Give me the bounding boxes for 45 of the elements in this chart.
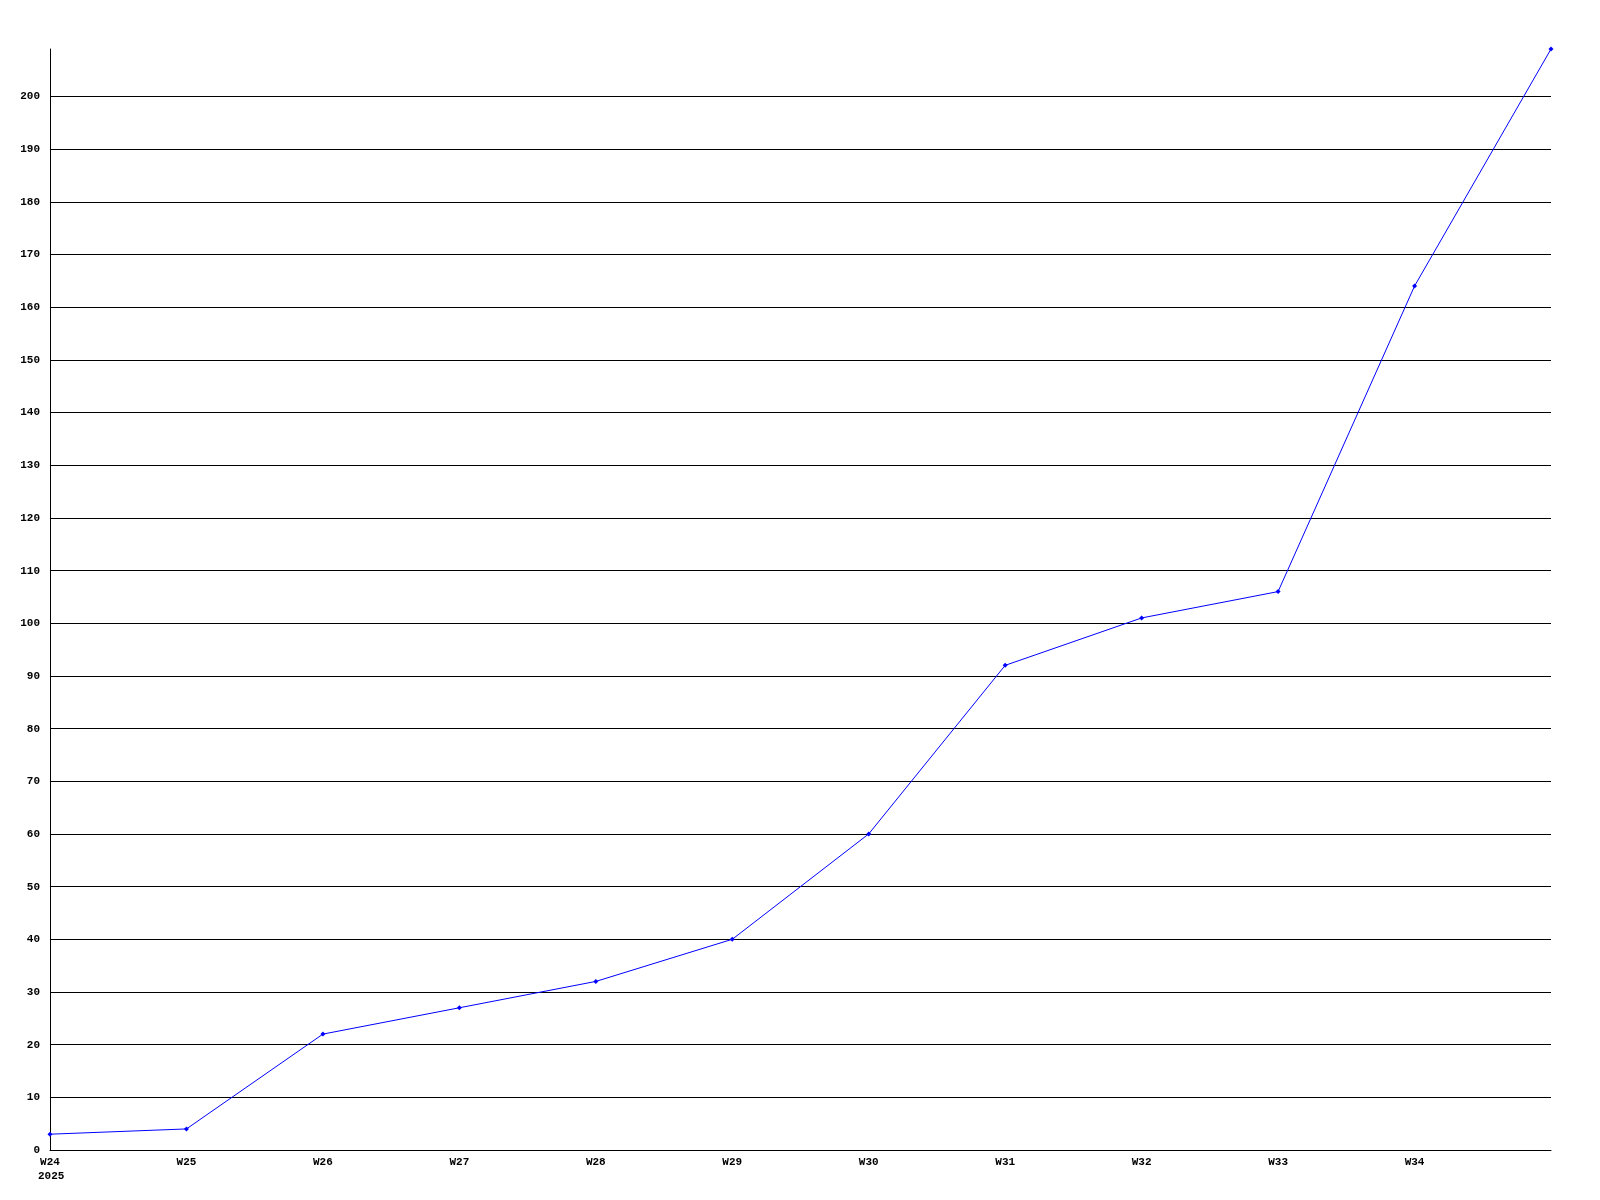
point [1275, 589, 1281, 595]
point [456, 1005, 462, 1011]
x-tick-label: W34 [1404, 1155, 1425, 1168]
point [1412, 283, 1418, 289]
x-tick-label: W24 [40, 1155, 61, 1168]
y-tick-label: 160 [20, 301, 40, 314]
y-tick-label: 60 [26, 827, 40, 840]
x-tick-label: W25 [176, 1155, 197, 1168]
x-tick-label: W31 [995, 1155, 1016, 1168]
x-tick-label: W30 [858, 1155, 879, 1168]
x-tick-label: W33 [1268, 1155, 1289, 1168]
y-tick-label: 140 [20, 406, 40, 419]
x-tick-label: W29 [722, 1155, 743, 1168]
point [866, 831, 872, 837]
point [593, 978, 599, 984]
y-tick-label: 90 [26, 669, 40, 682]
point [47, 1131, 53, 1137]
y-tick-label: 10 [26, 1091, 40, 1104]
point [729, 936, 735, 942]
y-tick-label: 180 [20, 195, 40, 208]
point [1139, 615, 1145, 621]
x-tick-label: W27 [449, 1155, 470, 1168]
y-tick-label: 0 [33, 1144, 40, 1156]
y-tick-label: 80 [26, 722, 40, 735]
y-tick-label: 50 [26, 880, 40, 893]
y-tick-label: 130 [20, 459, 40, 472]
y-tick-label: 30 [26, 985, 40, 998]
y-tick-label: 200 [20, 90, 40, 103]
y-tick-label: 20 [26, 1038, 40, 1051]
y-tick-label: 170 [20, 248, 40, 261]
text: 2025 [38, 1169, 65, 1182]
y-tick-label: 100 [20, 617, 40, 630]
y-tick-label: 70 [26, 775, 40, 788]
y-tick-label: 190 [20, 143, 40, 156]
point [320, 1031, 326, 1037]
x-tick-label: W28 [585, 1155, 607, 1168]
point [1002, 662, 1008, 668]
x-tick-label: W26 [313, 1155, 333, 1168]
y-tick-label: 150 [20, 353, 40, 366]
x-tick-label: W32 [1131, 1155, 1152, 1168]
y-tick-label: 120 [20, 511, 40, 524]
point [1548, 46, 1554, 52]
y-tick-label: 40 [26, 933, 40, 946]
y-tick-label: 110 [20, 564, 40, 577]
point [183, 1126, 189, 1132]
